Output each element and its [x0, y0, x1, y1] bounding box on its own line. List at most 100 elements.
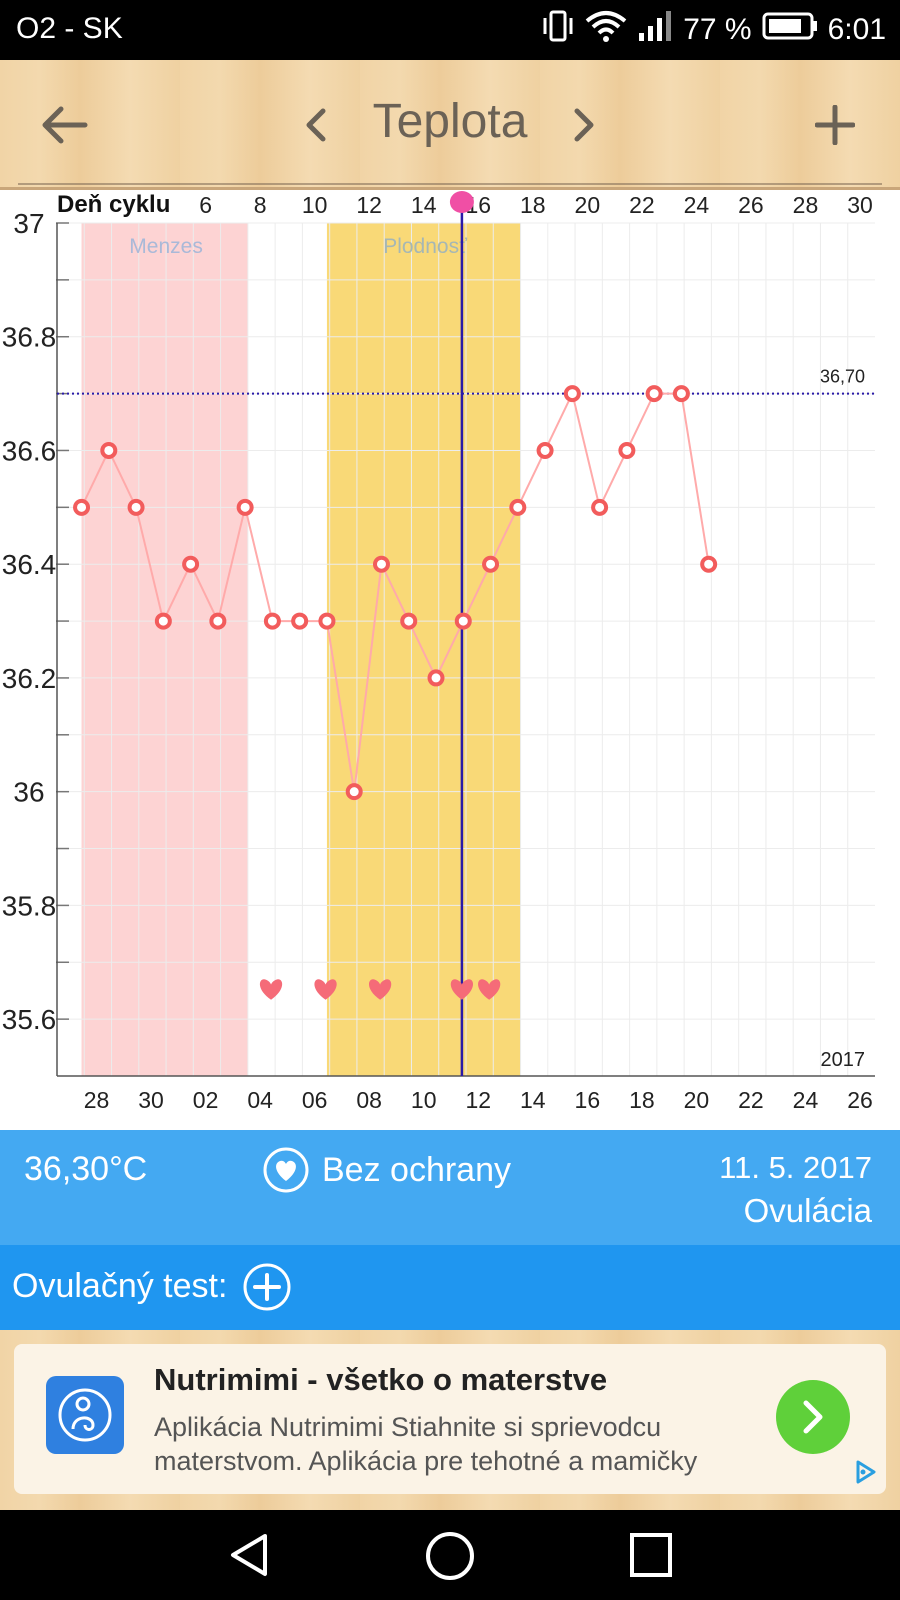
bottom-tick-label: 08 [356, 1087, 382, 1113]
temperature-point [100, 441, 118, 459]
temperature-point [345, 783, 363, 801]
chevron-left-icon [306, 108, 326, 142]
y-tick-label: 36.4 [2, 549, 57, 580]
signal-icon [637, 9, 673, 51]
system-nav-bar [0, 1510, 900, 1600]
previous-button[interactable] [290, 60, 340, 190]
current-day-marker [449, 191, 474, 213]
adchoices-icon[interactable] [850, 1457, 880, 1492]
chevron-right-icon [574, 108, 594, 142]
arrow-left-icon [42, 106, 88, 144]
y-tick-label: 36.2 [2, 663, 57, 694]
toolbar-divider [18, 183, 882, 185]
temperature-point [672, 385, 690, 403]
nav-back-button[interactable] [225, 1530, 275, 1585]
bottom-tick-label: 14 [520, 1087, 546, 1113]
heart-icon [478, 979, 501, 1000]
nav-home-button[interactable] [424, 1530, 476, 1587]
bottom-tick-label: 30 [138, 1087, 164, 1113]
temperature-point [182, 555, 200, 573]
bottom-tick-label: 02 [193, 1087, 219, 1113]
add-button[interactable] [800, 60, 870, 190]
nav-recents-button[interactable] [628, 1530, 674, 1585]
top-tick-label: 14 [411, 192, 437, 218]
y-tick-label: 35.8 [2, 890, 57, 921]
ad-title: Nutrimimi - všetko o materstve [154, 1362, 608, 1397]
bottom-tick-label: 18 [629, 1087, 655, 1113]
protection-label: Bez ochrany [322, 1150, 511, 1189]
plus-icon [815, 105, 855, 145]
chevron-right-icon [803, 1400, 823, 1434]
band-0 [81, 223, 248, 1076]
temperature-point [291, 612, 309, 630]
temperature-value: 36,30°C [24, 1150, 148, 1188]
protection-status[interactable]: Bez ochrany [262, 1146, 511, 1194]
ad-open-button[interactable] [776, 1380, 850, 1454]
top-tick-label: 6 [199, 192, 212, 218]
band-1 [326, 223, 521, 1076]
temperature-point [318, 612, 336, 630]
top-tick-label: 28 [793, 192, 819, 218]
cycle-phase: Ovulácia [743, 1192, 872, 1229]
temperature-point [618, 441, 636, 459]
circle-home-icon [426, 1532, 474, 1580]
y-tick-label: 36 [13, 777, 44, 808]
top-tick-label: 8 [254, 192, 267, 218]
temperature-chart[interactable]: Menzes Plodnosť 37 36.8 36.6 36.4 36.2 36 35.8 35… [0, 190, 900, 1130]
toolbar: Teplota [0, 60, 900, 190]
app-logo-icon [46, 1376, 124, 1454]
band-label: Plodnosť [383, 235, 468, 258]
temperature-point [482, 555, 500, 573]
top-tick-label: 26 [738, 192, 764, 218]
bottom-tick-label: 28 [84, 1087, 110, 1113]
top-tick-label: 24 [684, 192, 710, 218]
temperature-line [80, 390, 710, 792]
ad-description: Aplikácia Nutrimimi Stiahnite si sprievo… [154, 1412, 698, 1476]
next-button[interactable] [560, 60, 610, 190]
temperature-point [127, 498, 145, 516]
top-tick-label: 10 [302, 192, 328, 218]
square-recents-icon [630, 1533, 672, 1577]
top-tick-label: 18 [520, 192, 546, 218]
band-label: Menzes [129, 235, 203, 258]
chart-canvas[interactable]: Menzes Plodnosť 37 36.8 36.6 36.4 36.2 36 35.8 35… [0, 190, 900, 1130]
reference-label: 36,70 [820, 367, 865, 387]
back-button[interactable] [30, 60, 100, 190]
temperature-point [427, 669, 445, 687]
heart-icon [259, 979, 283, 1000]
bottom-tick-label: 04 [247, 1087, 273, 1113]
temperature-point [591, 498, 609, 516]
temperature-point [263, 612, 281, 630]
ovulation-test-label: Ovulačný test: [12, 1267, 228, 1305]
top-tick-label: 12 [356, 192, 382, 218]
temperature-point [73, 498, 91, 516]
temperature-point [154, 612, 172, 630]
temperature-point [236, 498, 254, 516]
page-title: Teplota [372, 95, 528, 148]
add-ovulation-test-button[interactable] [242, 1262, 292, 1317]
wifi-icon [585, 9, 627, 51]
day-info-bar[interactable]: 36,30°C Bez ochrany 11. 5. 2017 Ovulácia [0, 1130, 900, 1245]
year-label: 2017 [821, 1049, 866, 1071]
ad-banner[interactable]: Nutrimimi - všetko o materstve Aplikácia… [14, 1344, 886, 1494]
temperature-point [400, 612, 418, 630]
bottom-tick-label: 12 [465, 1087, 491, 1113]
bottom-tick-label: 26 [847, 1087, 873, 1113]
clock: 6:01 [827, 13, 886, 46]
triangle-back-icon [231, 1534, 267, 1576]
plus-circle-icon [243, 1263, 291, 1311]
heart-icon [450, 979, 474, 1000]
top-tick-label: 22 [629, 192, 655, 218]
carrier-label: O2 - SK [16, 12, 123, 45]
bottom-tick-label: 06 [302, 1087, 328, 1113]
top-tick-label: 20 [575, 192, 601, 218]
bottom-tick-label: 20 [684, 1087, 710, 1113]
temperature-point [700, 555, 718, 573]
temperature-point [509, 498, 527, 516]
ad-container: Nutrimimi - všetko o materstve Aplikácia… [0, 1330, 900, 1510]
bottom-tick-label: 10 [411, 1087, 437, 1113]
y-tick-label: 36.8 [2, 322, 57, 353]
ovulation-test-bar: Ovulačný test: [0, 1245, 900, 1330]
heart-icon [314, 979, 337, 1000]
battery-icon [762, 11, 818, 49]
